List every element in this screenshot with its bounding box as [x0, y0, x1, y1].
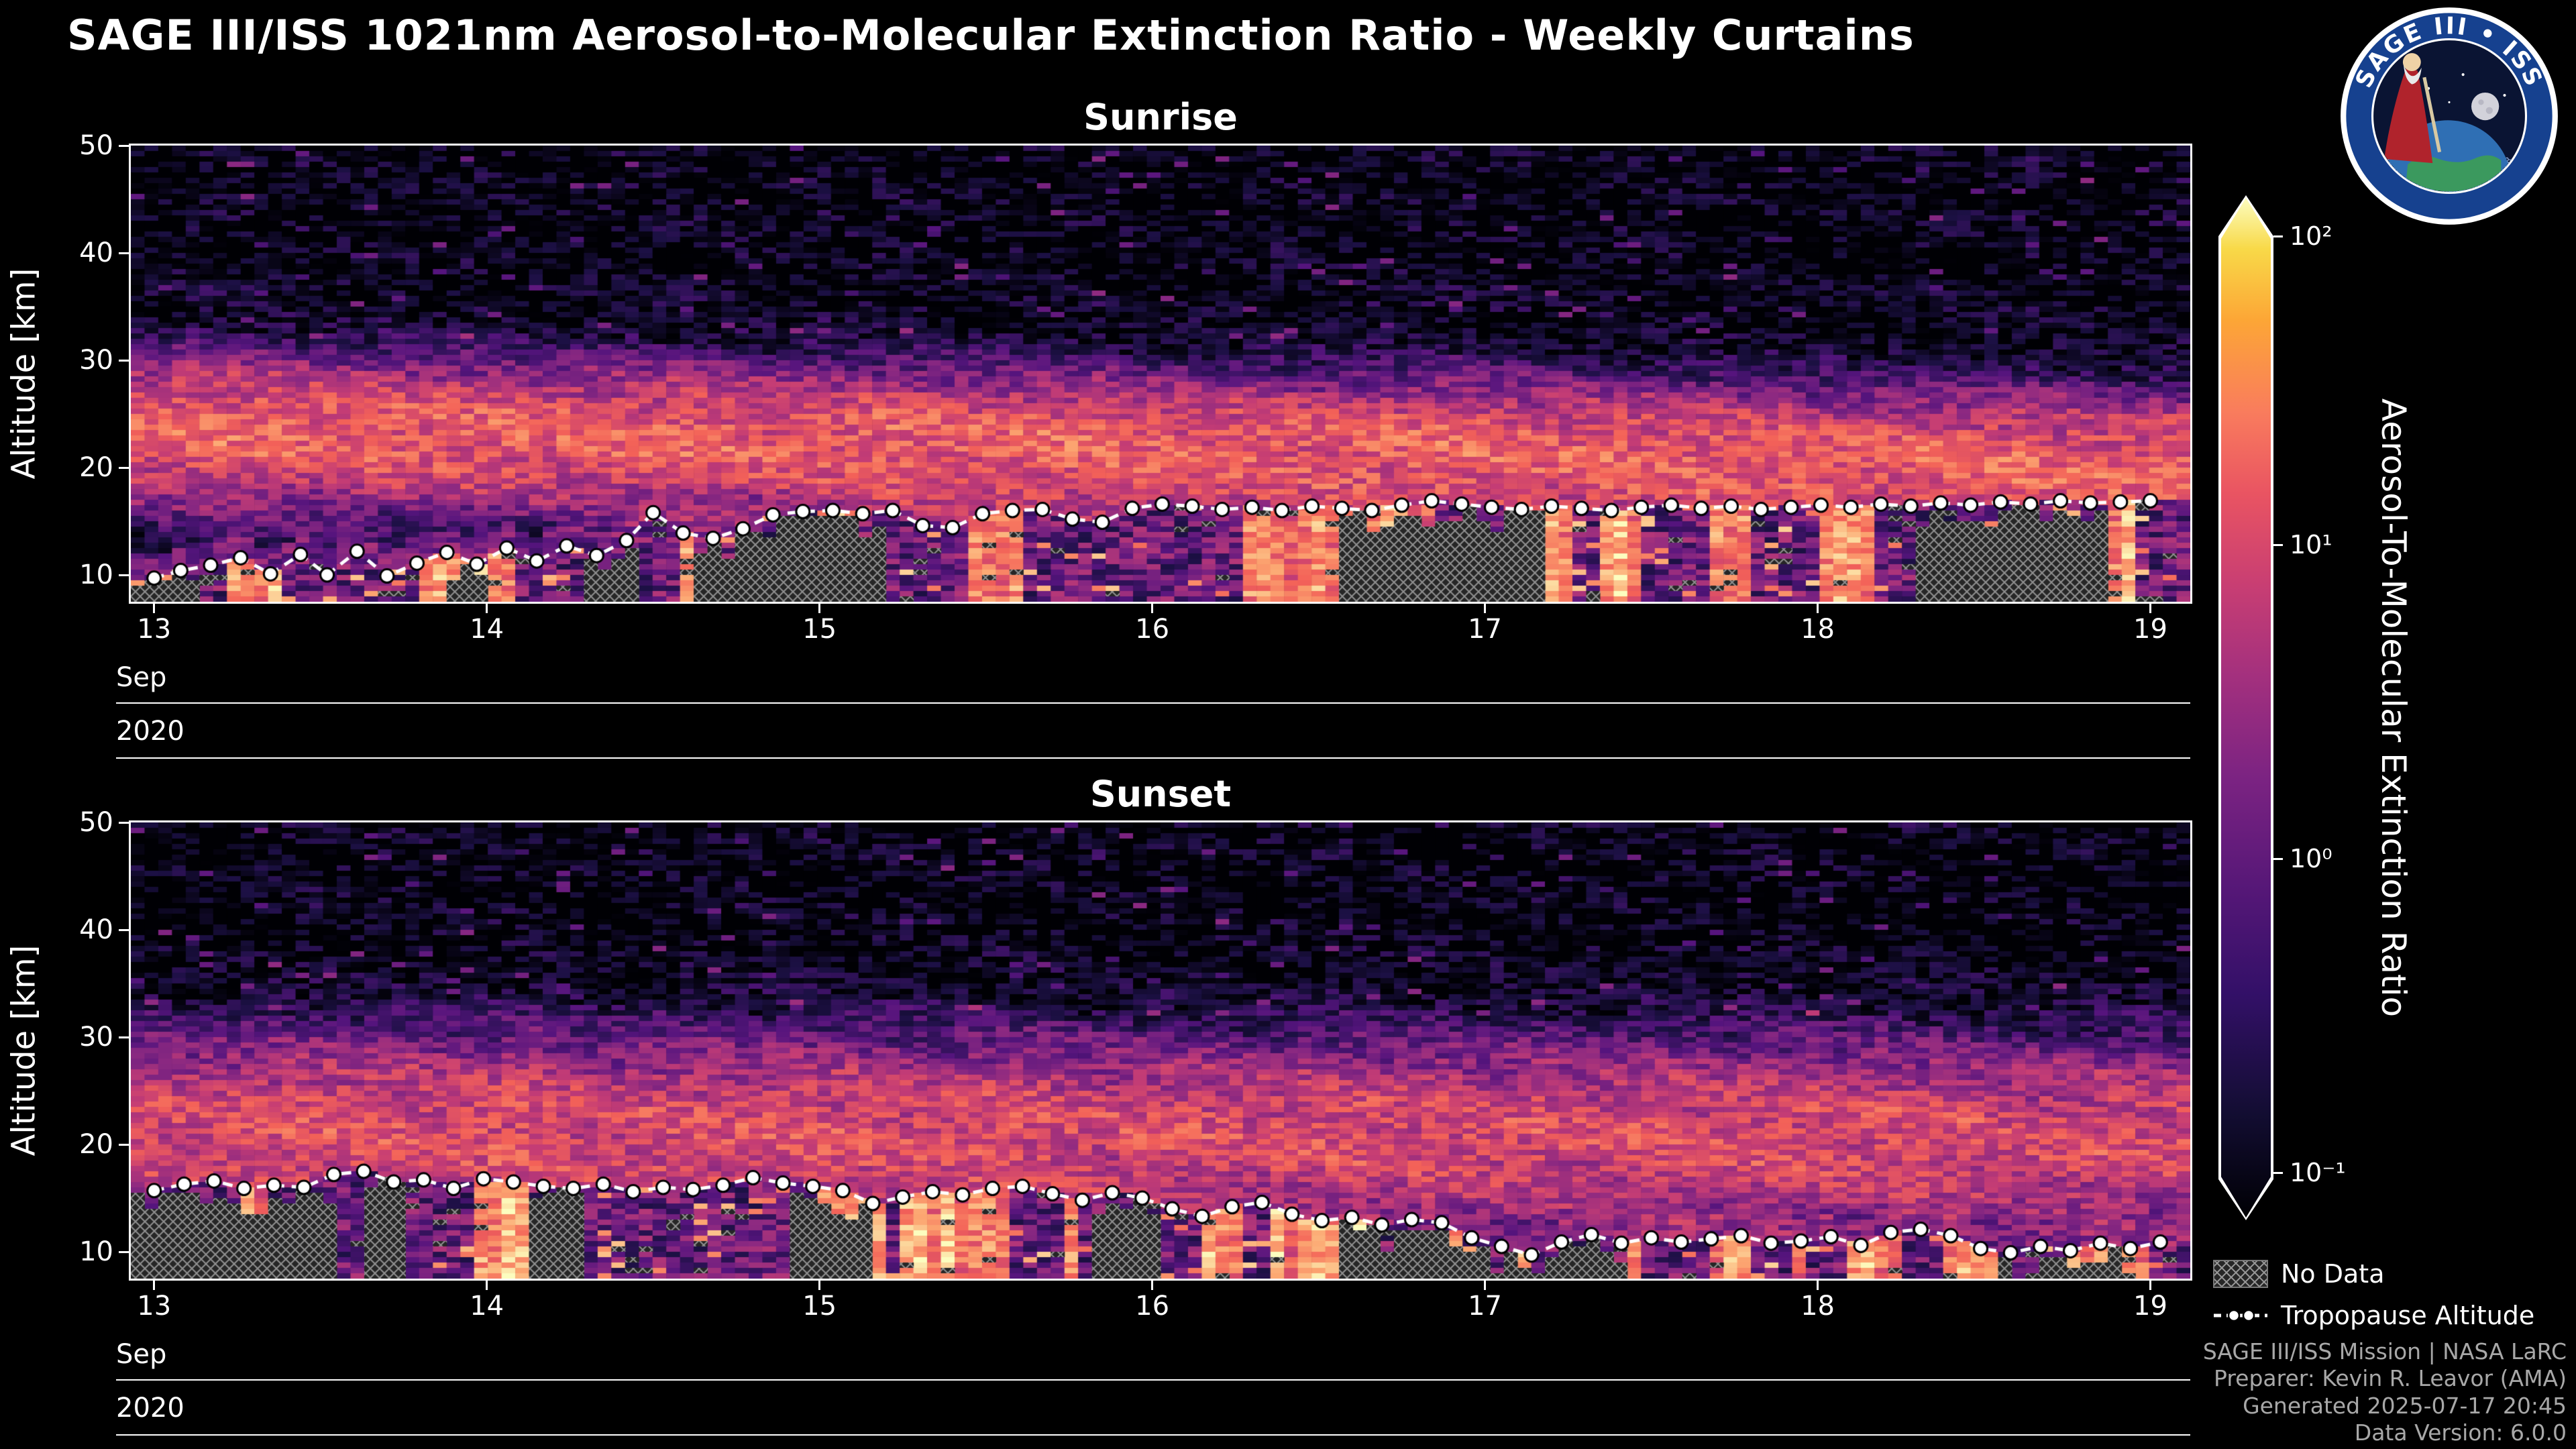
sunrise-year-label: 2020: [116, 716, 184, 747]
y-tick-label: 10: [79, 1236, 113, 1267]
colorbar-tick: [2273, 235, 2283, 237]
x-tick: [153, 1280, 156, 1290]
y-tick: [119, 821, 129, 824]
colorbar-gradient: [2221, 198, 2271, 1218]
x-tick: [486, 603, 488, 613]
y-tick-label: 20: [79, 1129, 113, 1160]
colorbar: 10² 10¹ 10⁰ 10⁻¹: [2218, 195, 2346, 1220]
logo-wizard-robe: [2384, 67, 2433, 164]
y-tick-label: 20: [79, 452, 113, 483]
x-tick-label: 18: [1801, 614, 1835, 645]
logo-wizard-staff: [2422, 76, 2442, 153]
sunset-title: Sunset: [1089, 773, 1232, 815]
y-tick-label: 10: [79, 559, 113, 590]
x-tick: [818, 603, 821, 613]
logo-moon: [2471, 92, 2500, 121]
x-tick: [1151, 603, 1154, 613]
legend-no-data: No Data: [2212, 1258, 2385, 1289]
colorbar-tick-label: 10⁰: [2290, 844, 2332, 873]
x-tick-label: 15: [802, 1291, 837, 1322]
x-tick-label: 15: [802, 614, 837, 645]
y-tick-label: 40: [79, 237, 113, 268]
colorbar-tick: [2273, 1171, 2283, 1174]
colorbar-label: Aerosol-To-Molecular Extinction Ratio: [2374, 398, 2414, 1018]
sunset-date-divider-1: [116, 1379, 2190, 1381]
x-tick-label: 19: [2133, 1291, 2167, 1322]
sunrise-panel: Sunrise Altitude [km] Sep 2020 10 20 30 40 5…: [5, 96, 2192, 759]
legend-tropopause: Tropopause Altitude: [2212, 1300, 2534, 1331]
sunset-heatmap-canvas: [131, 822, 2190, 1279]
sunrise-y-axis-label: Altitude [km]: [5, 268, 42, 480]
attribution-generated: Generated 2025-07-17 20:45: [2243, 1392, 2567, 1419]
x-tick-label: 19: [2133, 614, 2167, 645]
colorbar-tick-label: 10¹: [2290, 530, 2332, 559]
x-tick: [2149, 1280, 2151, 1290]
y-tick: [119, 144, 129, 147]
x-tick-label: 14: [470, 614, 504, 645]
y-tick: [119, 466, 129, 469]
sunset-year-label: 2020: [116, 1393, 184, 1424]
x-tick: [1484, 1280, 1487, 1290]
colorbar-tick-label: 10²: [2290, 221, 2332, 251]
y-tick: [119, 1036, 129, 1038]
x-tick: [1817, 1280, 1819, 1290]
sunrise-title: Sunrise: [1083, 96, 1238, 138]
x-tick: [1484, 603, 1487, 613]
x-tick-label: 17: [1468, 614, 1502, 645]
y-tick: [119, 928, 129, 931]
x-tick-label: 14: [470, 1291, 504, 1322]
sunrise-date-divider-1: [116, 702, 2190, 704]
tropopause-line-icon: [2214, 1309, 2267, 1322]
sunrise-heatmap-canvas: [131, 146, 2190, 602]
x-tick: [2149, 603, 2151, 613]
x-tick-label: 17: [1468, 1291, 1502, 1322]
sunrise-month-label: Sep: [116, 662, 167, 693]
sunset-y-axis-label: Altitude [km]: [5, 945, 42, 1157]
y-tick-label: 30: [79, 1022, 113, 1053]
attribution-mission: SAGE III/ISS Mission | NASA LaRC: [2202, 1338, 2567, 1364]
y-tick: [119, 359, 129, 362]
y-tick-label: 50: [79, 130, 113, 161]
no-data-hatch-icon: [2213, 1260, 2268, 1288]
x-tick-label: 18: [1801, 1291, 1835, 1322]
attribution-block: SAGE III/ISS Mission | NASA LaRC Prepare…: [2203, 1338, 2567, 1446]
colorbar-tick: [2273, 857, 2283, 860]
legend-no-data-label: No Data: [2281, 1259, 2385, 1289]
x-tick: [1151, 1280, 1154, 1290]
x-tick-label: 16: [1135, 1291, 1170, 1322]
sage-iss-logo: SAGE III • ISS NASA LANGLEY RESEARCH CEN…: [2341, 7, 2558, 225]
x-tick-label: 16: [1135, 614, 1170, 645]
legend-tropopause-label: Tropopause Altitude: [2281, 1301, 2535, 1330]
y-tick-label: 30: [79, 345, 113, 376]
logo-wizard-head: [2402, 53, 2421, 71]
x-tick: [1817, 603, 1819, 613]
colorbar-tick-label: 10⁻¹: [2290, 1158, 2346, 1187]
logo-wizard-beard: [2403, 64, 2422, 85]
sunset-date-divider-2: [116, 1434, 2190, 1436]
y-tick: [119, 1143, 129, 1146]
y-tick: [119, 1250, 129, 1253]
colorbar-tick: [2273, 543, 2283, 546]
attribution-preparer: Preparer: Kevin R. Leavor (AMA): [2214, 1365, 2567, 1392]
sunset-panel: Sunset Altitude [km] Sep 2020 10 20 30 40 50…: [5, 773, 2192, 1436]
y-tick: [119, 574, 129, 576]
y-tick-label: 50: [79, 807, 113, 838]
sunset-month-label: Sep: [116, 1339, 167, 1370]
x-tick-label: 13: [137, 1291, 172, 1322]
x-tick: [818, 1280, 821, 1290]
y-tick-label: 40: [79, 914, 113, 945]
x-tick: [486, 1280, 488, 1290]
x-tick: [153, 603, 156, 613]
y-tick: [119, 252, 129, 254]
x-tick-label: 13: [137, 614, 172, 645]
attribution-data-version: Data Version: 6.0.0: [2354, 1419, 2567, 1446]
sunrise-date-divider-2: [116, 757, 2190, 759]
figure-title: SAGE III/ISS 1021nm Aerosol-to-Molecular…: [67, 11, 1915, 60]
